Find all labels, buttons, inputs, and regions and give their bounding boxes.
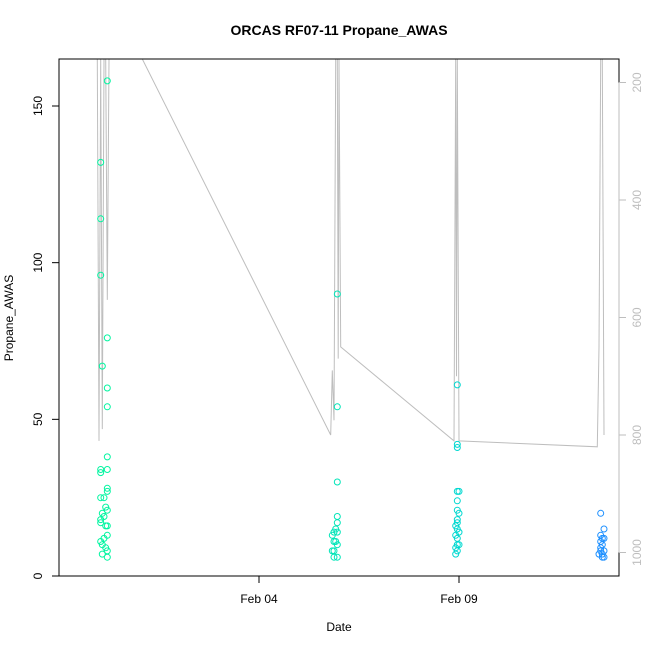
- series-RF09: [452, 381, 463, 558]
- chart-title: ORCAS RF07-11 Propane_AWAS: [230, 22, 447, 38]
- data-point: [98, 362, 106, 370]
- data-point: [98, 550, 106, 558]
- data-point: [97, 158, 105, 166]
- series-RF07: [97, 77, 111, 561]
- x-axis: Feb 04 Feb 09: [240, 575, 478, 606]
- data-point: [97, 466, 105, 473]
- data-point: [103, 506, 111, 514]
- data-point: [453, 497, 461, 505]
- left-y-axis: 0 50 100 150: [31, 96, 60, 579]
- data-point: [453, 547, 461, 555]
- data-point: [97, 494, 105, 502]
- data-point: [597, 509, 605, 517]
- x-axis-label: Date: [326, 620, 352, 634]
- data-point: [103, 522, 111, 530]
- data-point: [598, 541, 606, 549]
- data-point: [333, 478, 341, 486]
- x-tick-label: Feb 04: [240, 592, 278, 606]
- data-point: [100, 494, 108, 502]
- data-point: [103, 531, 111, 539]
- data-point: [97, 469, 105, 477]
- data-point: [333, 519, 341, 527]
- data-point: [453, 444, 461, 451]
- data-point: [103, 334, 111, 342]
- data-point: [97, 519, 105, 527]
- data-point: [600, 534, 608, 542]
- data-point: [453, 381, 461, 389]
- data-point: [600, 553, 608, 561]
- y-axis-label: Propane_AWAS: [2, 275, 16, 362]
- right-tick-label: 200: [630, 72, 644, 92]
- x-tick-label: Feb 09: [440, 592, 478, 606]
- right-tick-label: 800: [630, 425, 644, 445]
- pressure-line: [96, 58, 605, 448]
- pressure-line-layer: [96, 58, 605, 448]
- data-point: [100, 513, 108, 520]
- data-point: [103, 453, 111, 461]
- data-point: [103, 384, 111, 392]
- series-RF11: [595, 509, 608, 561]
- data-point: [97, 215, 105, 223]
- data-point: [600, 525, 608, 533]
- right-tick-label: 400: [630, 190, 644, 210]
- data-point: [330, 553, 338, 561]
- left-tick-label: 150: [31, 96, 45, 116]
- data-point: [455, 541, 463, 549]
- data-point: [333, 528, 341, 536]
- data-point: [333, 513, 341, 520]
- data-point: [103, 403, 111, 411]
- data-point: [333, 553, 341, 561]
- data-point: [455, 487, 463, 495]
- data-point: [455, 528, 463, 536]
- data-point: [333, 403, 341, 411]
- data-point: [453, 440, 461, 448]
- left-tick-label: 100: [31, 252, 45, 272]
- right-tick-label: 1000: [630, 539, 644, 566]
- right-tick-label: 600: [630, 307, 644, 327]
- right-y-axis: 200 400 600 800 1000: [618, 72, 644, 566]
- data-point: [333, 541, 341, 549]
- series-RF08: [328, 290, 341, 561]
- data-point: [97, 271, 105, 279]
- data-point: [103, 466, 111, 473]
- data-point: [333, 290, 341, 298]
- data-point: [453, 516, 461, 524]
- data-point: [103, 77, 111, 85]
- data-point: [455, 509, 463, 517]
- data-point: [103, 553, 111, 561]
- points-layer: [97, 77, 608, 561]
- data-point: [103, 484, 111, 492]
- left-tick-label: 0: [31, 572, 45, 579]
- data-point: [103, 487, 111, 495]
- left-tick-label: 50: [31, 412, 45, 426]
